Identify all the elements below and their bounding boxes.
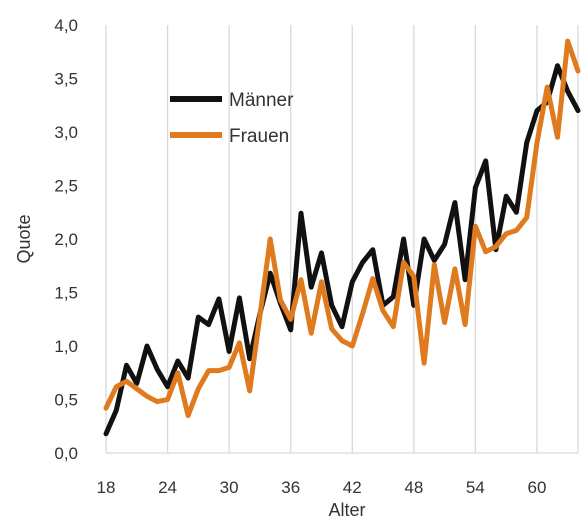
y-tick-label: 3,5 [54, 70, 78, 89]
x-tick-label: 60 [527, 478, 546, 497]
y-tick-label: 2,0 [54, 230, 78, 249]
x-tick-label: 48 [404, 478, 423, 497]
y-tick-label: 2,5 [54, 177, 78, 196]
y-tick-label: 3,0 [54, 123, 78, 142]
x-tick-label: 30 [220, 478, 239, 497]
x-tick-label: 54 [466, 478, 485, 497]
y-tick-label: 1,5 [54, 284, 78, 303]
y-axis-ticks: 0,0 0,5 1,0 1,5 2,0 2,5 3,0 3,5 4,0 [54, 16, 78, 463]
series-group [103, 38, 581, 437]
x-tick-label: 18 [97, 478, 116, 497]
legend: Männer Frauen [170, 90, 294, 147]
y-tick-label: 4,0 [54, 16, 78, 35]
grid [105, 25, 579, 454]
x-tick-label: 24 [158, 478, 177, 497]
y-axis-title: Quote [14, 214, 34, 263]
series-line-maenner [103, 63, 581, 437]
x-axis-title: Alter [328, 500, 365, 520]
x-tick-label: 42 [343, 478, 362, 497]
y-tick-label: 0,0 [54, 444, 78, 463]
legend-label-frauen: Frauen [229, 126, 289, 147]
y-tick-label: 1,0 [54, 337, 78, 356]
series-line-frauen [103, 38, 581, 419]
x-tick-label: 36 [281, 478, 300, 497]
x-axis-ticks: 18 24 30 36 42 48 54 60 [97, 478, 547, 497]
legend-label-maenner: Männer [229, 90, 294, 111]
y-tick-label: 0,5 [54, 391, 78, 410]
